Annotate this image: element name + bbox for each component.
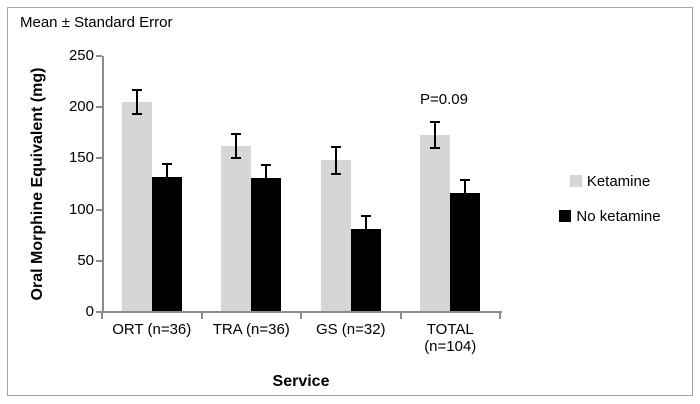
legend-item-ketamine: Ketamine: [540, 171, 680, 191]
error-bar-line: [364, 215, 367, 243]
x-category-label: GS (n=32): [301, 321, 401, 338]
error-bar-cap: [330, 146, 341, 149]
bar-ketamine: [320, 160, 351, 312]
error-bar-cap: [131, 88, 142, 91]
error-bar-cap: [261, 190, 272, 193]
x-category-label-line: ORT (n=36): [112, 321, 192, 338]
x-category-label: TRA (n=36): [202, 321, 302, 338]
x-category-label-line: (n=104): [424, 338, 477, 355]
error-bar-cap: [231, 132, 242, 135]
y-axis-line: [102, 56, 104, 313]
x-axis-line: [101, 311, 502, 313]
error-bar-cap: [460, 205, 471, 208]
error-bar-cap: [161, 189, 172, 192]
error-bar-cap: [360, 241, 371, 244]
y-tick-mark: [96, 208, 102, 211]
y-tick-mark: [96, 106, 102, 109]
error-bar-cap: [261, 163, 272, 166]
bar-ketamine: [420, 134, 451, 312]
x-tick-mark: [101, 312, 103, 319]
bar-ketamine: [121, 102, 152, 312]
error-bar-cap: [131, 113, 142, 116]
x-category-label-line: GS (n=32): [315, 321, 386, 338]
error-bar-cap: [430, 120, 441, 123]
x-category-label-line: TRA (n=36): [212, 321, 290, 338]
legend-item-no-ketamine: No ketamine: [540, 206, 680, 226]
legend: Ketamine No ketamine: [540, 171, 680, 241]
y-tick-label: 150: [68, 149, 94, 167]
chart-title: Mean ± Standard Error: [20, 14, 173, 31]
error-bar-cap: [360, 214, 371, 217]
error-bar-cap: [231, 157, 242, 160]
x-tick-mark: [300, 312, 302, 319]
x-axis-title: Service: [272, 373, 330, 390]
error-bar-line: [165, 163, 168, 191]
legend-swatch-no-ketamine: [559, 210, 572, 222]
y-tick-label: 0: [85, 303, 94, 320]
error-bar-cap: [161, 162, 172, 165]
bar-no-ketamine: [251, 177, 282, 312]
y-tick-label: 250: [68, 47, 94, 64]
y-axis-title: Oral Morphine Equivalent (mg): [29, 67, 46, 301]
legend-label-no-ketamine: No ketamine: [576, 207, 661, 225]
p-value-annotation: P=0.09: [420, 91, 468, 108]
y-tick-mark: [96, 157, 102, 160]
x-category-label: TOTAL (n=104): [401, 321, 501, 355]
error-bar-cap: [460, 178, 471, 181]
x-category-label: ORT (n=36): [102, 321, 202, 338]
bar-no-ketamine: [450, 193, 481, 312]
y-tick-mark: [96, 55, 102, 57]
bar-no-ketamine: [151, 176, 182, 312]
error-bar-cap: [430, 147, 441, 150]
bar-ketamine: [221, 146, 252, 312]
y-tick-label: 50: [77, 251, 94, 269]
error-bar-line: [265, 164, 268, 192]
x-tick-mark: [399, 312, 402, 319]
x-tick-mark: [200, 312, 203, 319]
error-bar-line: [135, 89, 138, 115]
y-tick-mark: [96, 311, 102, 313]
x-category-label-line: TOTAL: [426, 321, 474, 338]
legend-swatch-ketamine: [569, 175, 582, 187]
y-tick-label: 200: [68, 98, 94, 116]
x-tick-mark: [499, 312, 501, 319]
y-tick-mark: [96, 259, 102, 262]
legend-label-ketamine: Ketamine: [586, 172, 651, 190]
error-bar-cap: [330, 172, 341, 175]
error-bar-line: [434, 121, 437, 149]
error-bar-line: [334, 147, 337, 174]
y-tick-label: 100: [68, 200, 94, 218]
error-bar-line: [235, 133, 238, 159]
error-bar-line: [464, 179, 467, 207]
